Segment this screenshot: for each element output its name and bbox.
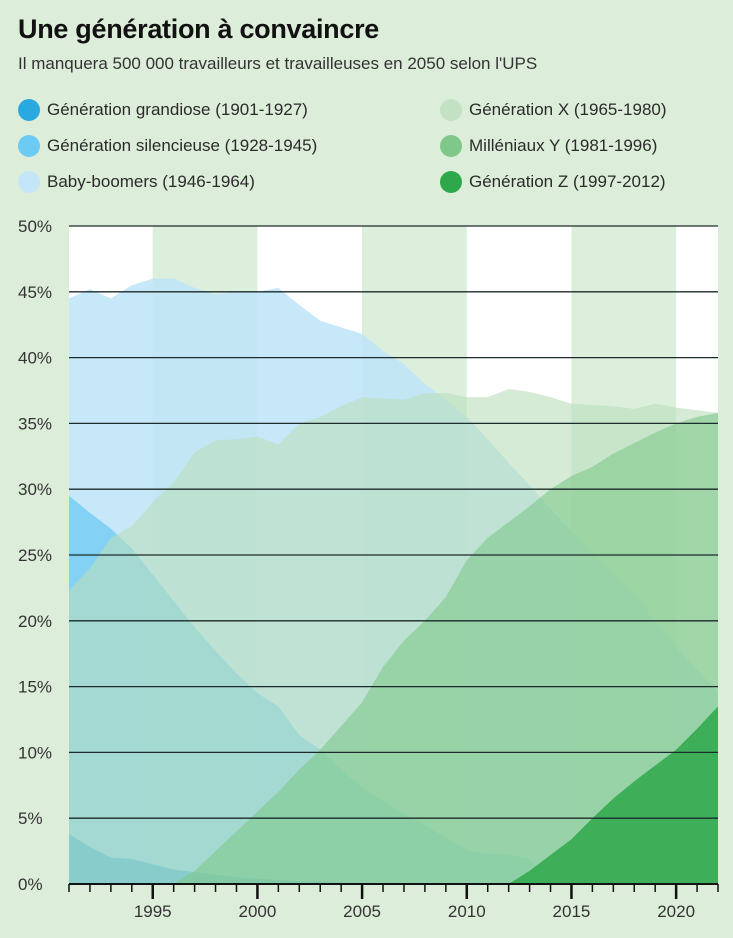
legend-item: Génération X (1965-1980) [440,92,667,128]
area-chart: 0% 5% 10% 15% 20% 25% 30% 35% 40% 45% 50% 1995 2000 2… [18,217,719,921]
legend-label: Génération silencieuse (1928-1945) [47,136,318,155]
legend-swatch [440,171,462,193]
legend-swatch [440,99,462,121]
legend-label: Milléniaux Y (1981-1996) [469,136,658,155]
y-tick-label: 45% [18,283,52,302]
x-tick-label: 2000 [239,902,277,921]
legend-label: Baby-boomers (1946-1964) [47,172,255,191]
y-tick-label: 40% [18,349,52,368]
chart-subtitle: Il manquera 500 000 travailleurs et trav… [18,54,538,73]
chart-title: Une génération à convaincre [18,14,380,44]
legend-item: Milléniaux Y (1981-1996) [440,128,667,164]
x-tick-label: 2020 [657,902,695,921]
x-tick-label: 2005 [343,902,381,921]
legend-swatch [18,135,40,157]
y-tick-label: 20% [18,612,52,631]
legend-item: Génération silencieuse (1928-1945) [18,128,317,164]
y-tick-label: 25% [18,546,52,565]
y-tick-label: 50% [18,217,52,236]
y-tick-label: 35% [18,414,52,433]
x-tick-label: 2010 [448,902,486,921]
legend-label: Génération grandiose (1901-1927) [47,100,308,119]
y-tick-label: 15% [18,678,52,697]
legend-left: Génération grandiose (1901-1927) Générat… [18,92,317,200]
legend-label: Génération X (1965-1980) [469,100,667,119]
y-tick-label: 10% [18,743,52,762]
legend-item: Baby-boomers (1946-1964) [18,164,317,200]
x-tick-label: 1995 [134,902,172,921]
legend-swatch [440,135,462,157]
area-series-5 [69,706,718,884]
legend-right: Génération X (1965-1980) Milléniaux Y (1… [440,92,667,200]
y-tick-label: 30% [18,480,52,499]
legend-item: Génération grandiose (1901-1927) [18,92,317,128]
x-tick-label: 2015 [553,902,591,921]
legend-swatch [18,99,40,121]
area-series-4 [69,412,718,884]
legend-item: Génération Z (1997-2012) [440,164,667,200]
legend-label: Génération Z (1997-2012) [469,172,666,191]
legend-swatch [18,171,40,193]
y-tick-label: 0% [18,875,43,894]
y-tick-label: 5% [18,809,43,828]
